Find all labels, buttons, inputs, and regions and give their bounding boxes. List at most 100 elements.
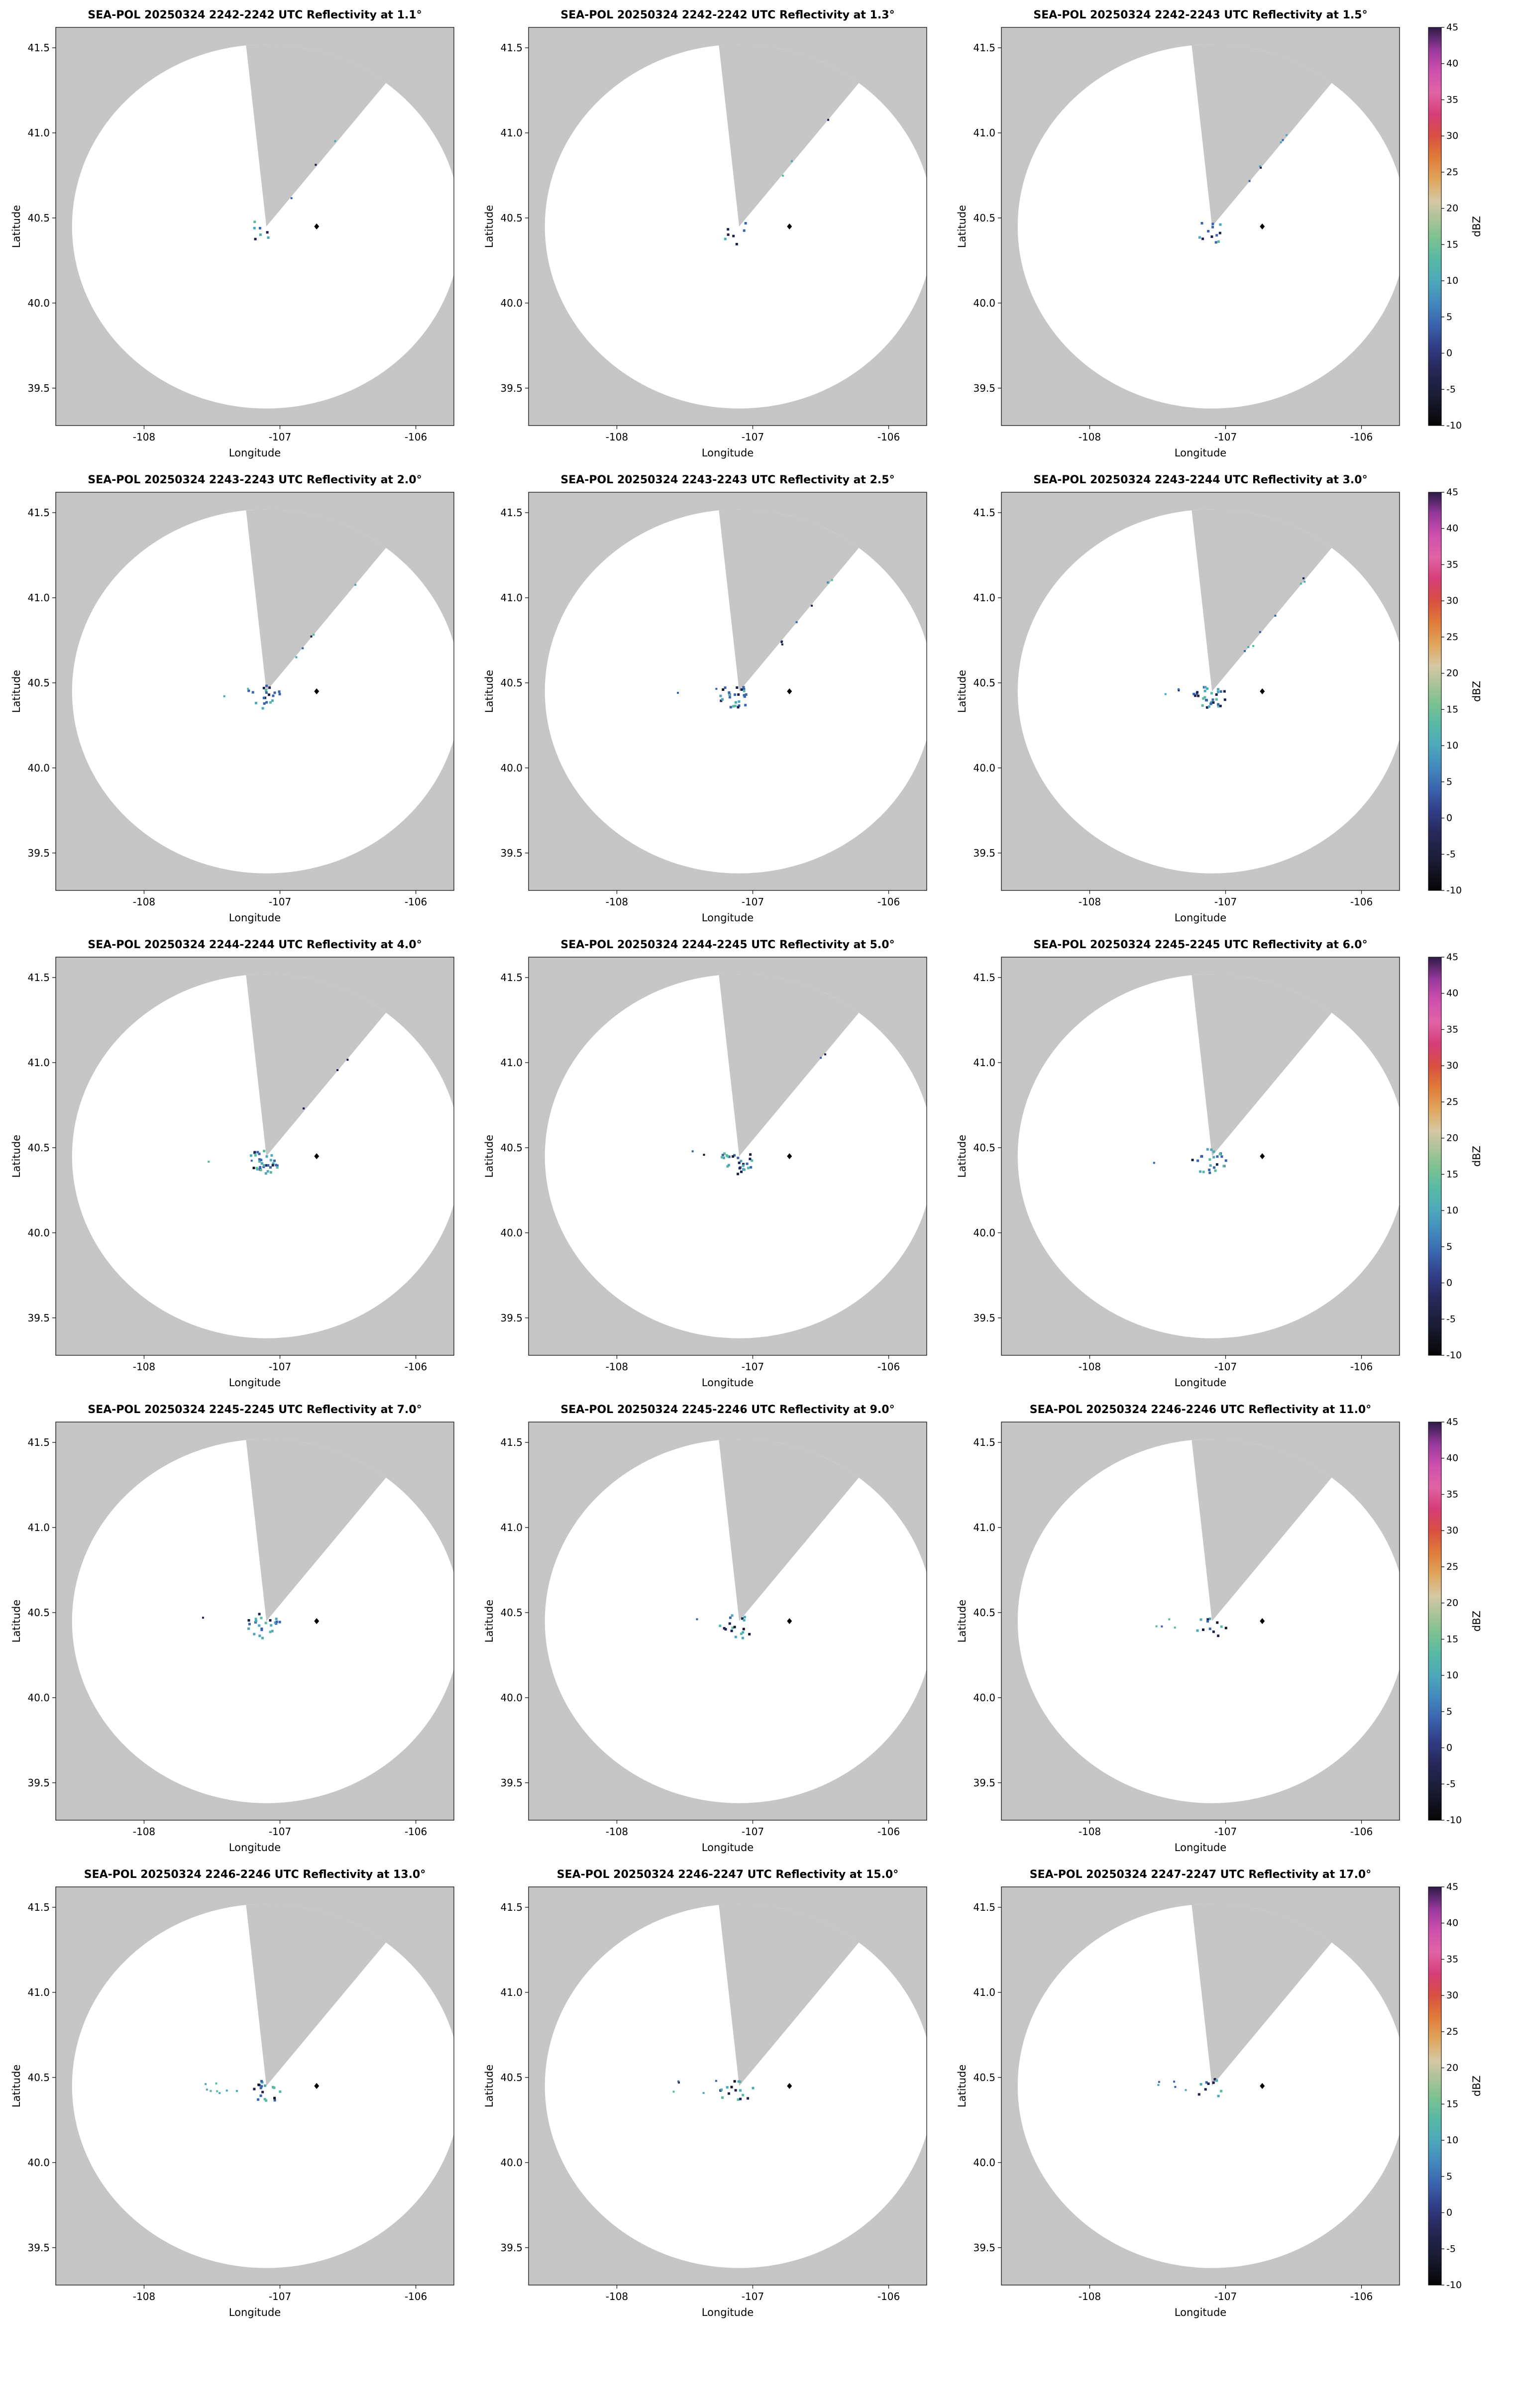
echo-pixel — [261, 2090, 264, 2093]
echo-pixel — [1212, 1150, 1215, 1153]
echo-pixel — [236, 2090, 238, 2092]
colorbar-tick-label: 15 — [1446, 704, 1458, 715]
y-tick-label: 40.5 — [27, 212, 50, 224]
x-tick-label: -106 — [877, 1826, 900, 1838]
x-tick-label: -107 — [1214, 1361, 1237, 1373]
echo-pixel — [1202, 697, 1205, 700]
plot-border — [1001, 957, 1400, 1356]
radar-panel-15: SEA-POL 20250324 2247-2247 UTC Reflectiv… — [956, 1868, 1400, 2318]
colorbar-tick-label: 15 — [1446, 2098, 1458, 2109]
map-area — [529, 957, 927, 1355]
y-axis-label: Latitude — [10, 1135, 22, 1178]
echo-pixel — [1219, 223, 1222, 226]
echo-pixel — [1215, 2079, 1218, 2082]
echo-pixel — [265, 1155, 268, 1158]
echo-pixel — [278, 1621, 281, 1624]
echo-pixel — [827, 581, 830, 584]
coverage-circle — [544, 1439, 927, 1803]
echo-pixel — [1200, 1155, 1203, 1158]
echo-pixel — [1212, 1156, 1215, 1159]
echo-pixel — [263, 1150, 266, 1153]
x-tick-label: -107 — [742, 431, 764, 443]
colorbar-tick-label: 25 — [1446, 167, 1458, 178]
echo-pixel — [721, 1154, 724, 1157]
y-tick-label: 40.5 — [973, 677, 995, 689]
echo-pixel — [272, 1162, 275, 1165]
radar-panel-13: SEA-POL 20250324 2246-2246 UTC Reflectiv… — [10, 1868, 454, 2318]
map-area — [56, 1422, 454, 1820]
echo-pixel — [728, 693, 731, 696]
echo-pixel — [247, 689, 250, 692]
echo-pixel — [742, 1163, 745, 1166]
echo-pixel — [1218, 231, 1221, 234]
echo-pixel — [1196, 1159, 1199, 1162]
colorbar-tick-label: 10 — [1446, 740, 1458, 751]
y-tick-label: 40.5 — [500, 677, 523, 689]
x-tick-label: -106 — [405, 431, 427, 443]
echo-pixel — [734, 693, 737, 696]
echo-pixel — [303, 1107, 305, 1109]
echo-pixel — [225, 2089, 228, 2092]
echo-pixel — [276, 1166, 279, 1169]
echo-pixel — [1208, 1158, 1211, 1161]
colorbar-row-5: -10 -5 0 5 10 15 20 25 30 35 40 45 dBZ — [1428, 1881, 1483, 2291]
y-tick-label: 40.0 — [500, 1692, 523, 1704]
echo-pixel — [737, 693, 740, 696]
echo-pixel — [256, 1151, 259, 1154]
colorbar-tick-label: 5 — [1446, 2171, 1452, 2182]
blocked-sector — [1192, 44, 1332, 226]
echo-pixel — [1217, 705, 1220, 708]
colorbar-label: dBZ — [1471, 216, 1483, 237]
echo-pixel — [738, 1167, 741, 1170]
echo-pixel — [722, 1157, 725, 1159]
echo-pixel — [1223, 690, 1226, 693]
echo-pixel — [742, 1164, 745, 1167]
blocked-sector — [1192, 1439, 1332, 1621]
y-tick-label: 40.5 — [27, 677, 50, 689]
y-tick-label: 40.0 — [27, 1227, 50, 1239]
echo-pixel — [210, 2090, 212, 2092]
figure-row-5: SEA-POL 20250324 2246-2246 UTC Reflectiv… — [6, 1864, 1511, 2327]
y-tick-label: 41.0 — [500, 592, 523, 604]
x-tick-label: -108 — [133, 2291, 155, 2302]
echo-pixel — [1303, 580, 1306, 583]
colorbar-tick-label: 35 — [1446, 1024, 1458, 1035]
echo-pixel — [1210, 701, 1213, 704]
map-area — [529, 1422, 927, 1820]
coverage-circle — [544, 509, 927, 874]
colorbar-tick-label: -5 — [1446, 384, 1456, 395]
colorbar-tick-label: 40 — [1446, 58, 1458, 69]
echo-pixel — [728, 1622, 731, 1625]
echo-pixel — [1217, 2094, 1220, 2097]
colorbar-tick-label: 35 — [1446, 1489, 1458, 1500]
x-tick-label: -108 — [606, 431, 628, 443]
colorbar-label: dBZ — [1471, 1611, 1483, 1632]
colorbar-tick-label: 15 — [1446, 239, 1458, 250]
panel-title: SEA-POL 20250324 2247-2247 UTC Reflectiv… — [1030, 1868, 1371, 1881]
echo-pixel — [739, 2097, 742, 2100]
echo-pixel — [720, 699, 723, 702]
echo-pixel — [259, 2086, 262, 2089]
colorbar-tick-label: 10 — [1446, 275, 1458, 286]
echo-pixel — [734, 704, 737, 707]
radar-echoes — [208, 1059, 349, 1175]
colorbar-label: dBZ — [1471, 2076, 1483, 2096]
x-tick-label: -107 — [742, 2291, 764, 2302]
echo-pixel — [728, 691, 731, 694]
echo-pixel — [723, 1152, 726, 1155]
y-tick-label: 41.5 — [27, 1436, 50, 1448]
echo-pixel — [831, 579, 833, 581]
blocked-sector — [246, 1904, 386, 2086]
echo-pixel — [726, 1155, 729, 1158]
radar-echoes — [1157, 2078, 1223, 2097]
map-area — [529, 1887, 927, 2285]
y-tick-label: 41.0 — [27, 1986, 50, 1998]
colorbar-tick-label: 30 — [1446, 1525, 1458, 1536]
echo-pixel — [260, 1162, 263, 1165]
echo-pixel — [273, 1159, 276, 1162]
y-tick-label: 41.0 — [500, 127, 523, 139]
echo-pixel — [270, 1624, 273, 1627]
figure-row-3: SEA-POL 20250324 2244-2244 UTC Reflectiv… — [6, 935, 1511, 1398]
echo-pixel — [273, 2099, 276, 2102]
echo-pixel — [1185, 2089, 1187, 2091]
